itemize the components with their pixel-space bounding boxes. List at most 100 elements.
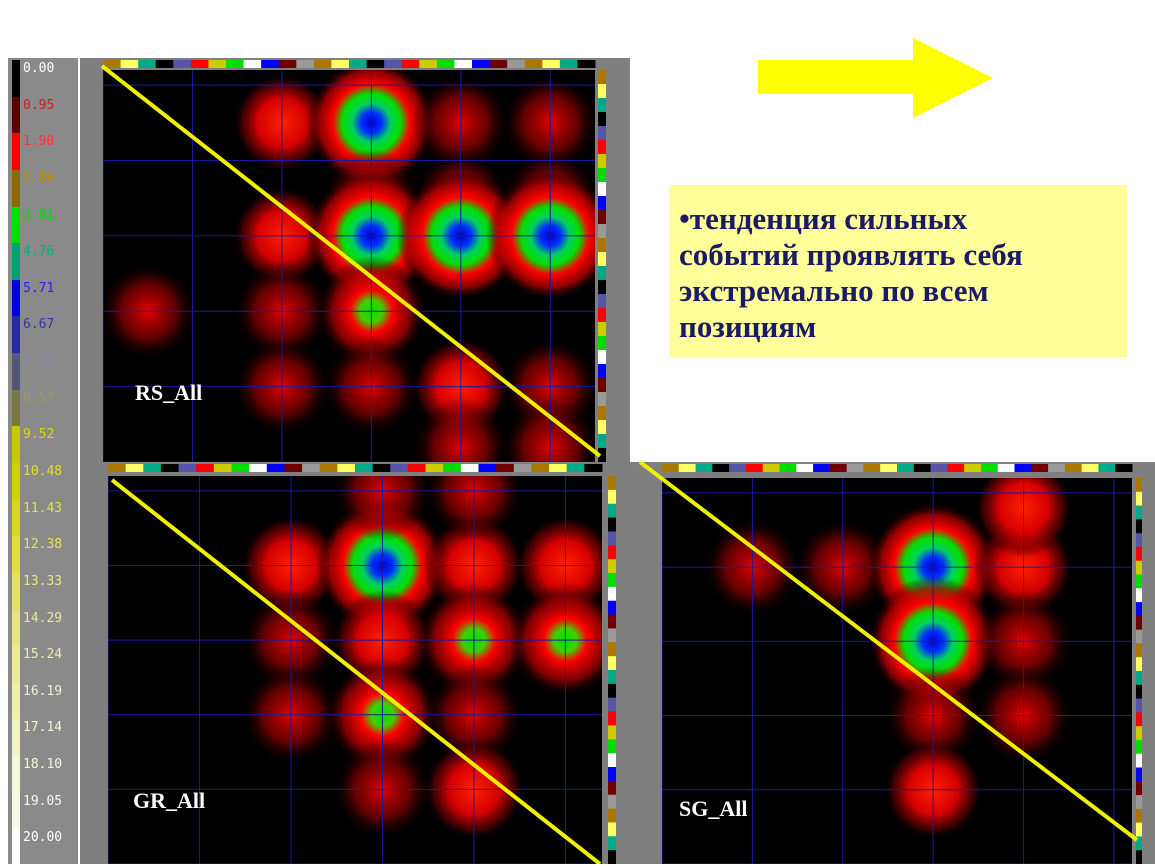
- legend-swatch: [12, 792, 20, 830]
- legend-swatch: [12, 279, 20, 317]
- side-color-bar: [608, 517, 616, 532]
- top-color-strip: [313, 60, 332, 68]
- top-color-strip: [261, 60, 280, 68]
- legend-swatch: [12, 536, 20, 573]
- legend-entry: 2.86: [12, 169, 74, 207]
- top-color-strip: [745, 464, 764, 472]
- side-color-bar: [598, 448, 606, 462]
- heatmap-hotspot: [501, 73, 595, 172]
- side-color-bar: [598, 308, 606, 323]
- top-color-strip: [390, 464, 409, 472]
- side-color-bar: [1136, 629, 1142, 644]
- heatmap-panel-sg: SG_All: [632, 462, 1155, 864]
- side-color-bar: [1136, 588, 1142, 603]
- side-color-bar: [598, 224, 606, 239]
- legend-value: 16.19: [23, 683, 63, 699]
- side-color-bar: [598, 140, 606, 155]
- side-color-bar: [1136, 491, 1142, 507]
- side-color-bar: [608, 545, 616, 560]
- legend-entry: 14.29: [12, 609, 74, 647]
- top-color-strip: [472, 60, 491, 68]
- side-color-bar: [598, 112, 606, 127]
- top-color-strip: [138, 60, 157, 68]
- legend-swatch: [12, 206, 20, 244]
- top-color-strip: [897, 464, 915, 472]
- side-color-bar: [598, 126, 606, 141]
- side-color-bar: [1136, 795, 1142, 810]
- top-color-strip: [249, 464, 268, 472]
- heatmap-hotspot: [501, 397, 595, 462]
- legend-value: 8.57: [23, 390, 55, 406]
- side-color-bar: [608, 822, 616, 837]
- legend-entry: 13.33: [12, 572, 74, 610]
- note-line-3: экстремально по всем: [679, 273, 989, 308]
- top-color-strip: [125, 464, 144, 472]
- side-color-bar: [1136, 767, 1142, 782]
- side-color-bar: [598, 322, 606, 337]
- side-color-bar: [1136, 574, 1142, 589]
- side-color-bar: [1136, 753, 1142, 768]
- top-color-strip: [143, 464, 162, 472]
- top-color-strip: [829, 464, 848, 472]
- top-color-strip: [372, 464, 391, 472]
- legend-entry: 5.71: [12, 279, 74, 317]
- side-color-bar: [1136, 505, 1142, 520]
- side-color-bar: [608, 586, 616, 602]
- top-color-strip: [678, 464, 697, 472]
- top-color-strip: [366, 60, 385, 68]
- legend-swatch: [12, 426, 20, 463]
- legend-value: 7.62: [23, 354, 55, 370]
- top-color-strip: [407, 464, 427, 472]
- top-color-strip: [384, 60, 403, 68]
- side-color-bar: [1136, 712, 1142, 727]
- side-color-bar: [608, 850, 616, 864]
- top-color-strip: [208, 60, 227, 68]
- side-color-bar: [1136, 560, 1142, 575]
- side-color-bar: [598, 84, 606, 99]
- heatmap-sg-canvas: [638, 462, 1142, 864]
- side-color-bar: [598, 434, 606, 449]
- legend-swatch: [12, 719, 20, 757]
- side-color-bar: [608, 739, 616, 754]
- side-color-bar: [1136, 546, 1142, 562]
- panel-label-sg: SG_All: [679, 796, 748, 821]
- side-color-bar: [598, 420, 606, 435]
- legend-entry: 9.52: [12, 426, 74, 463]
- side-color-bar: [598, 196, 606, 211]
- top-color-strip: [103, 60, 122, 68]
- side-color-bar: [1136, 781, 1142, 796]
- side-color-bar: [608, 656, 616, 671]
- side-color-bar: [608, 697, 616, 713]
- legend-value: 6.67: [23, 317, 55, 333]
- legend-value: 12.38: [23, 537, 63, 553]
- top-color-strip: [478, 464, 497, 472]
- side-color-bar: [598, 154, 606, 169]
- top-color-strip: [846, 464, 864, 472]
- side-color-bar: [598, 378, 606, 393]
- legend-entry: 3.81: [12, 206, 74, 244]
- heatmap-gr-canvas: [108, 464, 616, 864]
- legend-swatch: [12, 609, 20, 647]
- top-color-strip: [1064, 464, 1083, 472]
- legend-value: 4.76: [23, 244, 55, 260]
- legend-entry: 10.48: [12, 463, 74, 500]
- heatmap-panel-rs: RS_All: [80, 58, 630, 462]
- top-color-strip: [1081, 464, 1099, 472]
- panel-label-gr: GR_All: [133, 788, 206, 813]
- legend-entry: 19.05: [12, 792, 74, 830]
- top-color-strip: [513, 464, 532, 472]
- side-color-bar: [608, 670, 616, 685]
- legend-entry: 20.00: [12, 829, 74, 866]
- legend-entry: 11.43: [12, 499, 74, 537]
- color-scale-legend: 0.00 0.95 1.90 2.86 3.81 4.76 5.71 6.67 7.62 8.57…: [8, 58, 78, 866]
- legend-swatch: [12, 499, 20, 537]
- top-color-strip: [460, 464, 479, 472]
- side-color-bar: [1136, 671, 1142, 686]
- side-color-bar: [608, 711, 616, 726]
- side-color-bar: [1136, 836, 1142, 851]
- side-color-bar: [1136, 602, 1142, 617]
- legend-swatch: [12, 572, 20, 610]
- top-color-strip: [584, 464, 603, 472]
- diagonal-reference-line: [100, 64, 602, 458]
- side-color-bar: [1136, 739, 1142, 755]
